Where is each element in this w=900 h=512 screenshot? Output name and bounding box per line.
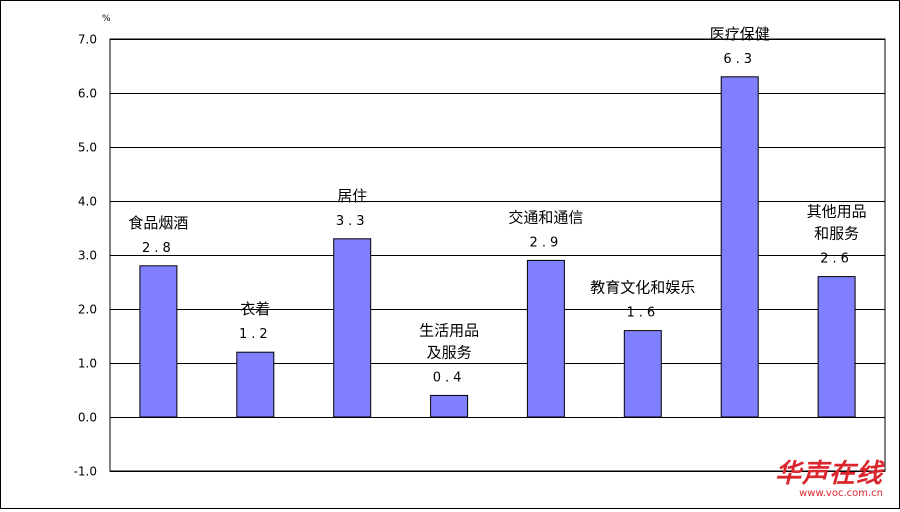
bar: [236, 351, 275, 418]
data-label: 2.6: [820, 252, 853, 267]
category-label: 食品烟酒: [128, 214, 188, 232]
bar: [817, 276, 856, 418]
category-label: 医疗保健: [710, 25, 770, 43]
category-label: 教育文化和娱乐: [590, 279, 695, 297]
data-label: 1.6: [626, 306, 659, 321]
y-tick-label: -1.0: [74, 465, 97, 479]
y-axis-unit-mark: %: [102, 14, 111, 24]
bar: [333, 238, 372, 418]
category-label: 生活用品: [419, 321, 479, 339]
watermark: 华声在线 www.voc.com.cn: [775, 460, 883, 500]
watermark-url: www.voc.com.cn: [799, 488, 883, 499]
data-label: 1.2: [239, 327, 272, 342]
data-label: 6.3: [723, 52, 756, 67]
data-label: 0.4: [433, 370, 466, 385]
y-tick-label: 4.0: [78, 195, 97, 209]
y-tick-label: 3.0: [78, 249, 97, 263]
category-label: 衣着: [240, 300, 270, 318]
data-label: 3.3: [336, 214, 369, 229]
y-tick-label: 0.0: [78, 411, 97, 425]
bar: [623, 330, 662, 418]
y-axis-ticks: -1.0 0.0 1.0 2.0 3.0 4.0 5.0 6.0 7.0: [74, 33, 97, 479]
category-label: 居住: [337, 187, 367, 205]
bars: [139, 76, 856, 418]
bar: [430, 394, 469, 418]
y-tick-label: 1.0: [78, 357, 97, 371]
y-tick-label: 6.0: [78, 87, 97, 101]
bar: [139, 265, 178, 418]
bar: [720, 76, 759, 418]
category-label: 其他用品: [807, 203, 867, 221]
y-tick-label: 5.0: [78, 141, 97, 155]
category-label: 及服务: [427, 343, 472, 361]
data-label: 2.9: [530, 235, 563, 250]
category-label: 交通和通信: [508, 208, 583, 226]
y-tick-label: 2.0: [78, 303, 97, 317]
category-label: 和服务: [814, 225, 859, 243]
bar: [526, 259, 565, 418]
y-tick-label: 7.0: [78, 33, 97, 47]
gridlines: [109, 38, 886, 472]
data-label: 2.8: [142, 241, 175, 256]
watermark-logo: 华声在线: [774, 459, 883, 489]
